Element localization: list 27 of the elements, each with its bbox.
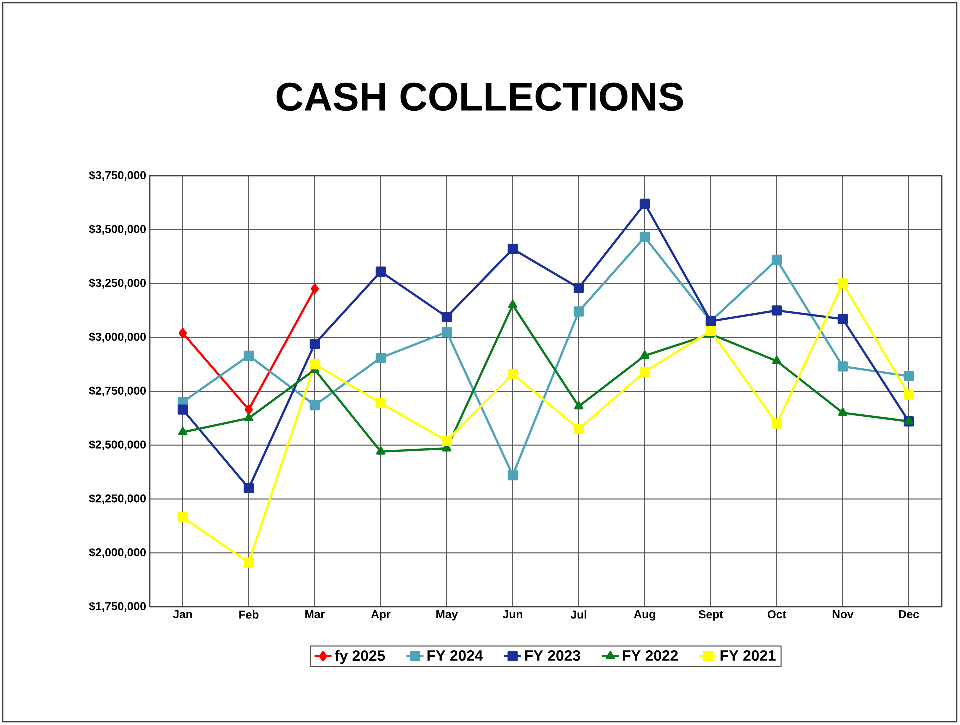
- x-tick-label: Sept: [698, 610, 724, 621]
- y-tick-label: $3,750,000: [89, 170, 146, 182]
- x-tick-label: Jul: [570, 610, 586, 619]
- y-tick-label: $2,500,000: [89, 440, 146, 450]
- legend-label: FY 2021: [720, 650, 776, 662]
- chart-title: CASH COLLECTIONS: [276, 82, 684, 112]
- legend-label: fy 2025: [335, 650, 386, 664]
- y-tick-label: $2,250,000: [89, 494, 146, 504]
- x-tick-label: Nov: [832, 610, 854, 618]
- y-tick-label: $1,750,000: [89, 602, 146, 612]
- legend-label: FY 2024: [428, 650, 484, 662]
- legend-label: FY 2022: [623, 650, 678, 662]
- legend-label: FY 2023: [525, 650, 580, 662]
- x-tick-label: Aug: [634, 610, 656, 621]
- y-tick-label: $3,500,000: [89, 224, 146, 235]
- x-tick-label: Feb: [240, 610, 259, 619]
- x-tick-label: Mar: [306, 610, 326, 618]
- x-tick-label: Apr: [371, 610, 391, 621]
- y-tick-label: $3,250,000: [89, 278, 146, 289]
- y-tick-label: $3,000,000: [89, 332, 146, 343]
- x-tick-label: Oct: [768, 610, 786, 619]
- x-tick-label: May: [436, 610, 458, 621]
- x-tick-label: Jan: [173, 610, 192, 618]
- y-tick-label: $2,000,000: [89, 548, 146, 558]
- x-tick-label: Dec: [899, 610, 920, 618]
- x-tick-label: Jun: [503, 610, 522, 618]
- y-tick-label: $2,750,000: [89, 386, 146, 397]
